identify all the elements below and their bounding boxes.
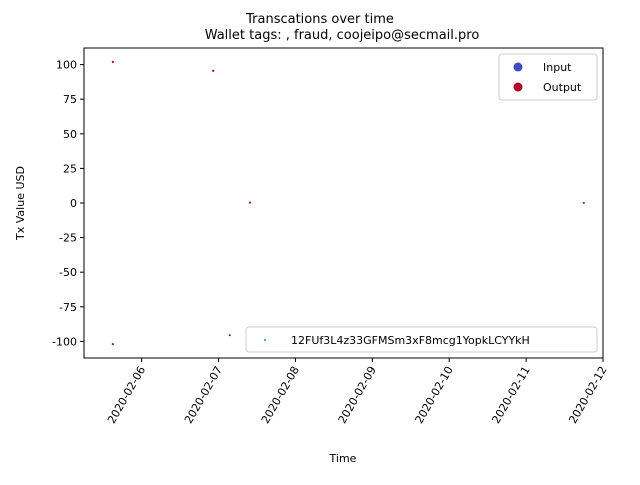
data-point [212, 69, 215, 72]
y-tick-label: 0 [70, 197, 77, 210]
legend-address: 12FUf3L4z33GFMSm3xF8mcg1YopkLCYYkH [245, 326, 598, 353]
data-point [582, 201, 585, 204]
x-tick-label: 2020-02-08 [259, 364, 302, 426]
legend-output-marker [513, 82, 523, 92]
legend-output-label: Output [543, 81, 582, 94]
y-tick-label: -75 [59, 301, 77, 314]
data-point [228, 334, 231, 337]
legend-color: Input Output [498, 53, 598, 101]
x-tick-label: 2020-02-12 [566, 364, 609, 426]
y-tick-label: 25 [63, 162, 77, 175]
legend-address-box [245, 326, 598, 353]
data-point [111, 343, 114, 346]
y-tick-label: 100 [56, 59, 77, 72]
legend-address-label: 12FUf3L4z33GFMSm3xF8mcg1YopkLCYYkH [291, 334, 530, 347]
plot-layer: -100 -75 -50 -25 0 25 50 75 100 2020-02-06 2020-02… [52, 59, 610, 426]
x-tick-label: 2020-02-09 [336, 364, 379, 426]
x-tick-label: 2020-02-11 [489, 364, 532, 426]
legend-address-marker [264, 339, 266, 341]
chart-title: Wallet tags: , fraud, coojeipo@secmail.p… [205, 28, 480, 43]
chart-suptitle: Transcations over time [245, 12, 394, 27]
y-axis-label: Tx Value USD [14, 166, 27, 241]
x-axis-label: Time [329, 452, 357, 465]
x-tick-label: 2020-02-10 [413, 364, 456, 426]
x-tick-label: 2020-02-07 [182, 364, 225, 426]
y-tick-label: 50 [63, 128, 77, 141]
plot-frame [83, 47, 604, 359]
y-tick-label: 75 [63, 93, 77, 106]
y-tick-label: -25 [59, 232, 77, 245]
y-tick-label: -100 [52, 335, 77, 348]
legend-input-label: Input [543, 61, 572, 74]
data-point [248, 201, 252, 204]
legend-color-box [498, 53, 598, 101]
y-tick-label: -50 [59, 266, 77, 279]
x-tick-label: 2020-02-06 [105, 364, 148, 426]
data-point [111, 60, 114, 63]
legend-input-marker [513, 62, 523, 72]
